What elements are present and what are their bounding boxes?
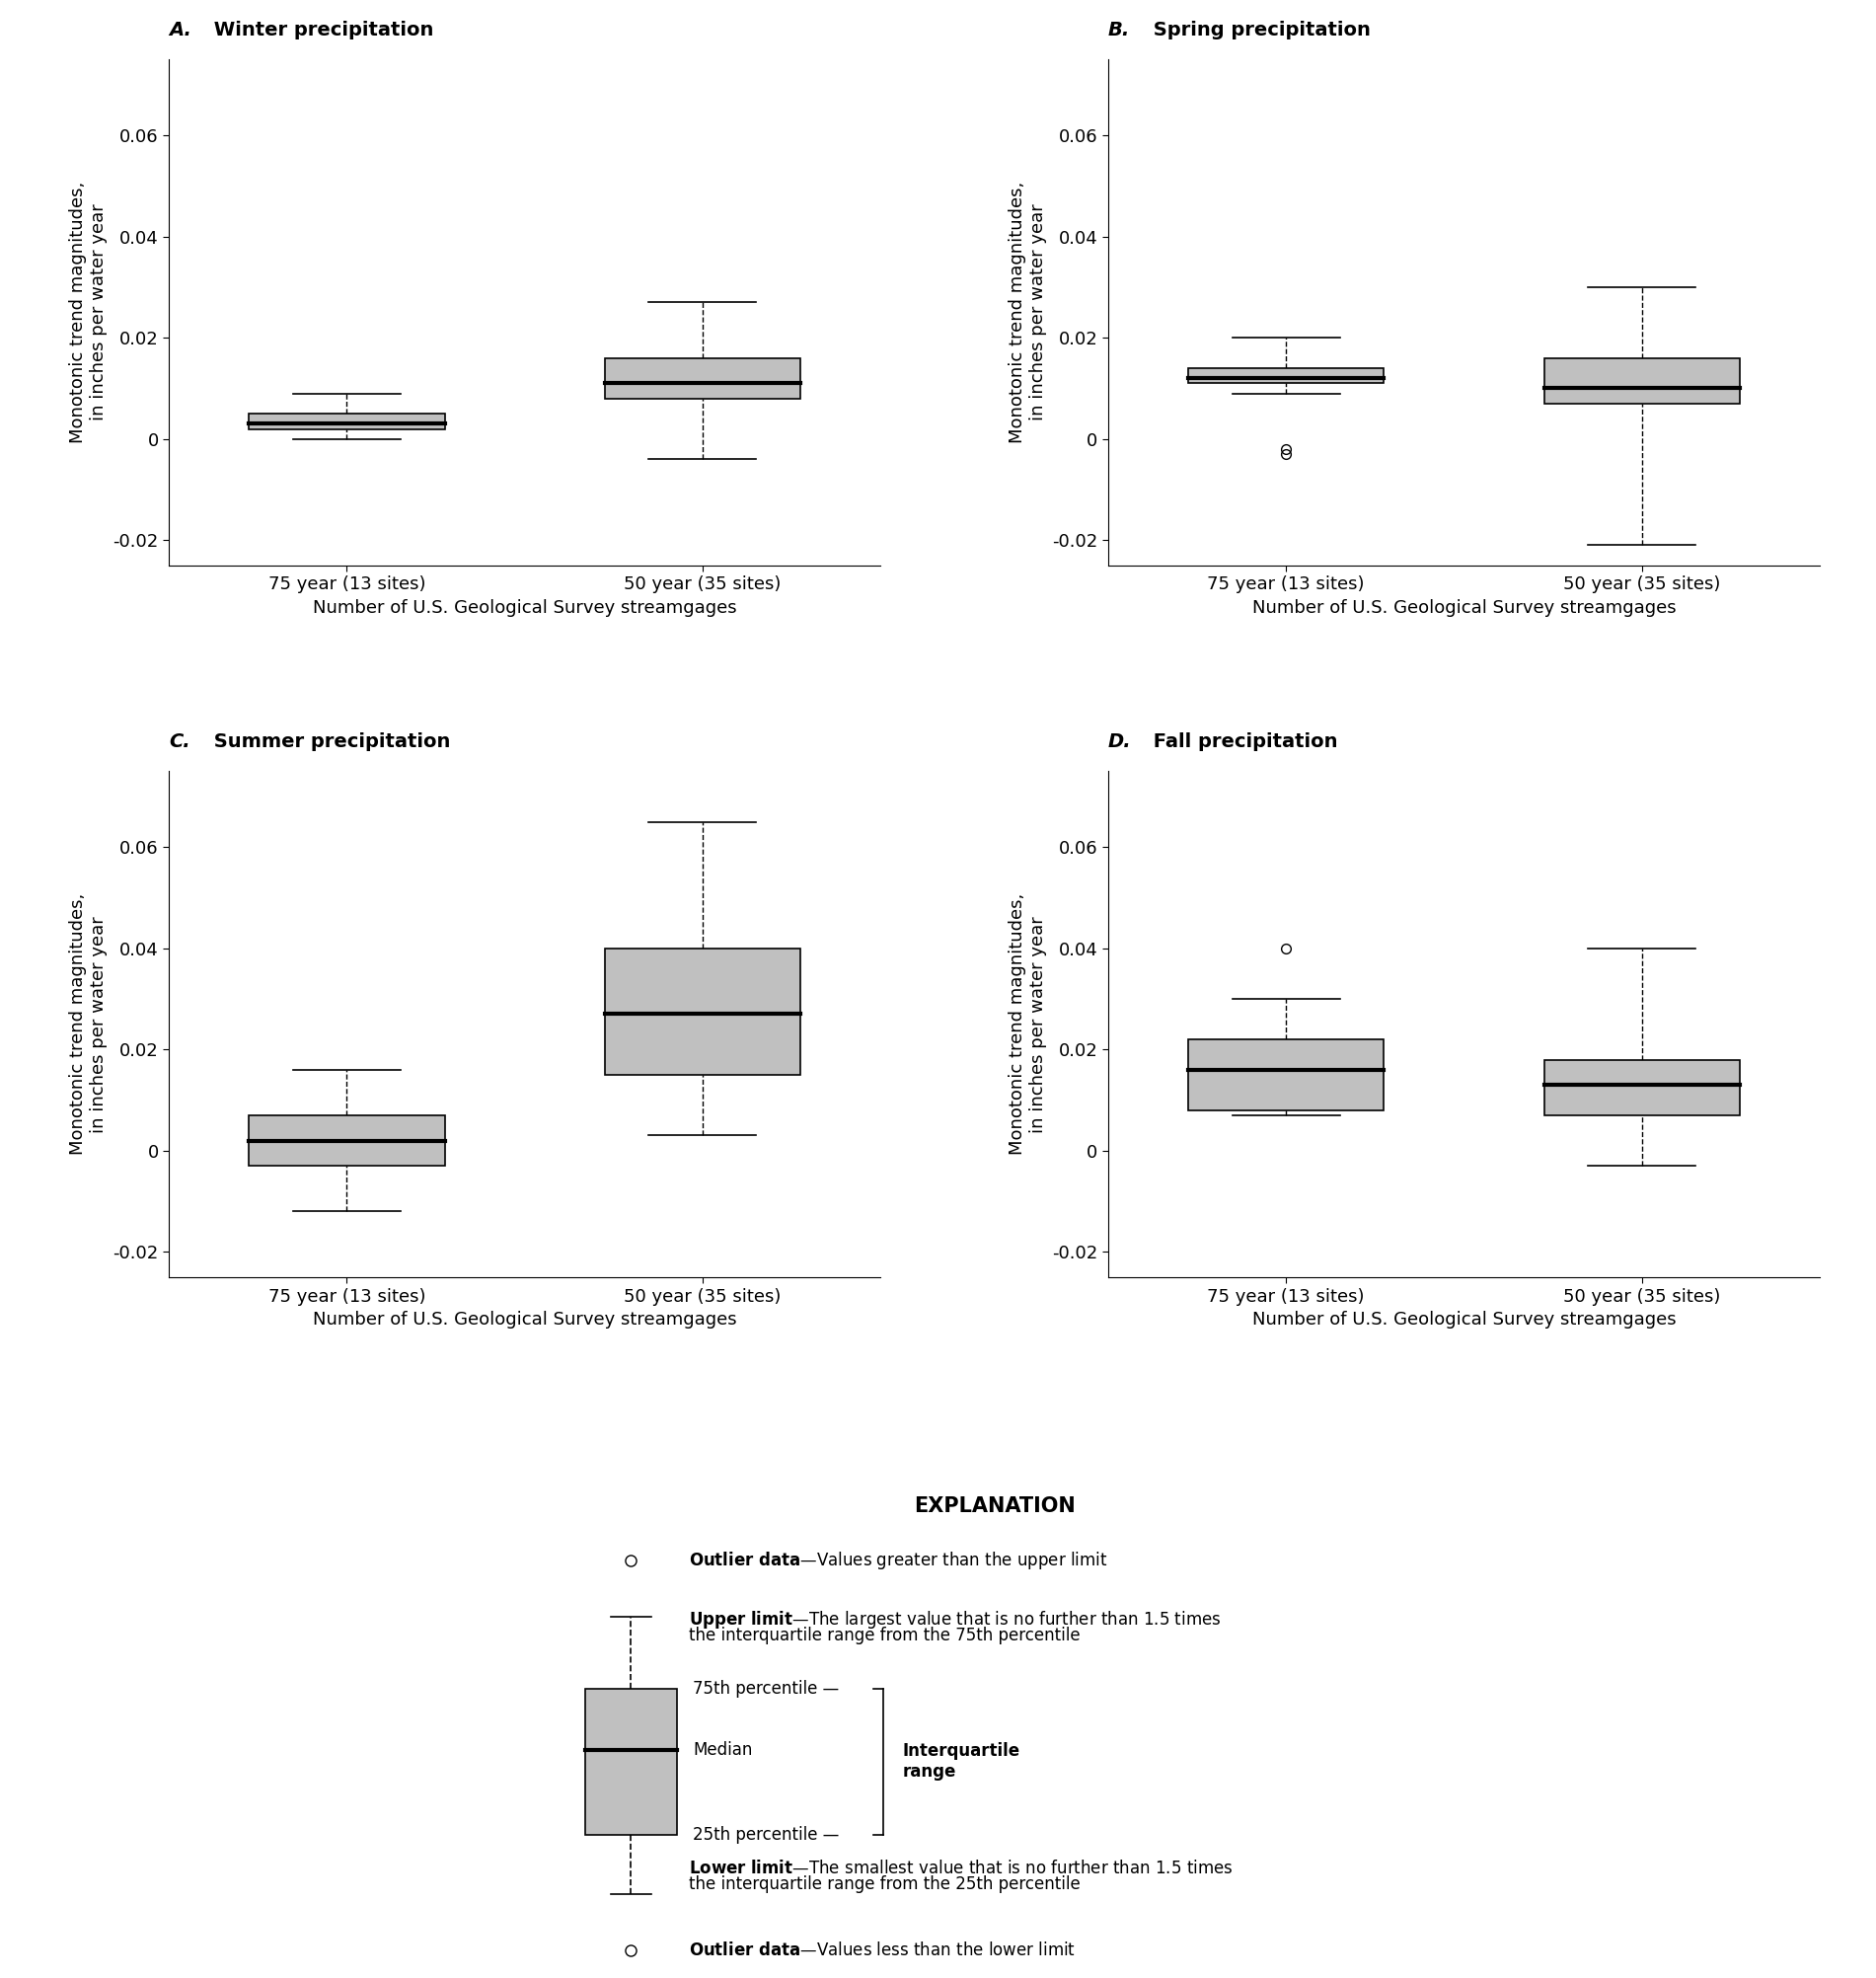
Y-axis label: Monotonic trend magnitudes,
in inches per water year: Monotonic trend magnitudes, in inches pe… xyxy=(1009,182,1047,443)
Text: Spring precipitation: Spring precipitation xyxy=(1146,20,1371,40)
Bar xyxy=(604,358,801,398)
Text: EXPLANATION: EXPLANATION xyxy=(914,1497,1075,1517)
Text: $\bf{Outlier\ data}$—Values greater than the upper limit: $\bf{Outlier\ data}$—Values greater than… xyxy=(688,1549,1107,1571)
X-axis label: Number of U.S. Geological Survey streamgages: Number of U.S. Geological Survey streamg… xyxy=(313,1311,737,1329)
Text: C.: C. xyxy=(169,732,189,752)
Text: D.: D. xyxy=(1109,732,1131,752)
Text: Median: Median xyxy=(692,1741,752,1758)
Text: 25th percentile —: 25th percentile — xyxy=(692,1826,839,1843)
Bar xyxy=(250,413,445,429)
Y-axis label: Monotonic trend magnitudes,
in inches per water year: Monotonic trend magnitudes, in inches pe… xyxy=(1009,894,1047,1155)
Bar xyxy=(250,1116,445,1165)
Text: Fall precipitation: Fall precipitation xyxy=(1146,732,1338,752)
Text: A.: A. xyxy=(169,20,191,40)
Bar xyxy=(1544,358,1739,404)
Bar xyxy=(1544,1060,1739,1116)
Text: Interquartile
range: Interquartile range xyxy=(902,1743,1021,1780)
Bar xyxy=(1188,368,1384,384)
X-axis label: Number of U.S. Geological Survey streamgages: Number of U.S. Geological Survey streamg… xyxy=(1251,1311,1675,1329)
Text: the interquartile range from the 75th percentile: the interquartile range from the 75th pe… xyxy=(688,1626,1081,1644)
Text: 75th percentile —: 75th percentile — xyxy=(692,1679,839,1697)
X-axis label: Number of U.S. Geological Survey streamgages: Number of U.S. Geological Survey streamg… xyxy=(1251,599,1675,617)
Bar xyxy=(1188,1038,1384,1110)
Text: $\bf{Outlier\ data}$—Values less than the lower limit: $\bf{Outlier\ data}$—Values less than th… xyxy=(688,1942,1075,1960)
Bar xyxy=(585,1689,677,1834)
Text: Summer precipitation: Summer precipitation xyxy=(206,732,450,752)
Y-axis label: Monotonic trend magnitudes,
in inches per water year: Monotonic trend magnitudes, in inches pe… xyxy=(69,182,107,443)
Text: $\bf{Upper\ limit}$—The largest value that is no further than 1.5 times: $\bf{Upper\ limit}$—The largest value th… xyxy=(688,1608,1221,1630)
Text: $\bf{Lower\ limit}$—The smallest value that is no further than 1.5 times: $\bf{Lower\ limit}$—The smallest value t… xyxy=(688,1859,1233,1877)
Text: Winter precipitation: Winter precipitation xyxy=(206,20,433,40)
Text: B.: B. xyxy=(1109,20,1129,40)
Text: the interquartile range from the 25th percentile: the interquartile range from the 25th pe… xyxy=(688,1875,1081,1893)
Y-axis label: Monotonic trend magnitudes,
in inches per water year: Monotonic trend magnitudes, in inches pe… xyxy=(69,894,107,1155)
Bar xyxy=(604,947,801,1074)
X-axis label: Number of U.S. Geological Survey streamgages: Number of U.S. Geological Survey streamg… xyxy=(313,599,737,617)
